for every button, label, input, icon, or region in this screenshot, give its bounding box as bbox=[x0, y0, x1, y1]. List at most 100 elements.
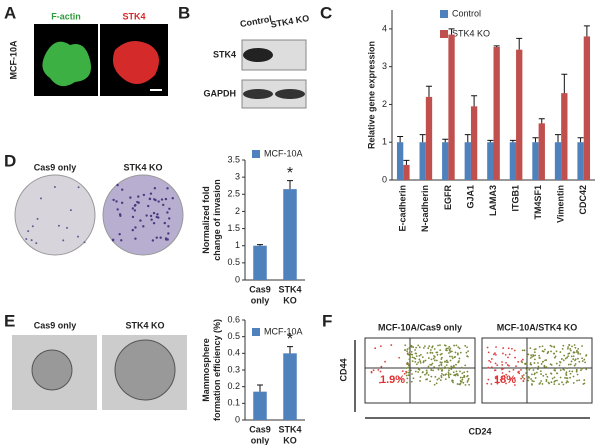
event-dot bbox=[538, 345, 541, 348]
event-dot bbox=[541, 383, 544, 385]
event-dot bbox=[435, 382, 438, 385]
event-dot bbox=[523, 377, 526, 380]
event-dot bbox=[436, 353, 439, 356]
event-dot bbox=[529, 347, 532, 350]
stain-dot bbox=[142, 193, 146, 197]
event-dot bbox=[451, 355, 453, 358]
bar bbox=[396, 142, 404, 180]
error-bar bbox=[464, 134, 471, 143]
event-dot bbox=[541, 350, 544, 352]
event-dot bbox=[410, 345, 413, 348]
event-dot bbox=[430, 363, 433, 366]
event-dot bbox=[443, 344, 446, 347]
event-dot bbox=[496, 382, 499, 385]
event-dot bbox=[508, 370, 511, 373]
event-dot bbox=[414, 360, 417, 363]
event-dot bbox=[398, 377, 401, 379]
event-dot bbox=[526, 377, 529, 380]
event-dot bbox=[550, 381, 553, 384]
event-dot bbox=[379, 345, 382, 348]
event-dot bbox=[575, 351, 578, 353]
event-dot bbox=[517, 360, 520, 363]
event-dot bbox=[407, 374, 410, 377]
event-dot bbox=[495, 376, 497, 378]
event-dot bbox=[430, 358, 433, 361]
event-dot bbox=[547, 350, 550, 353]
event-dot bbox=[414, 352, 417, 355]
event-dot bbox=[493, 353, 495, 356]
stain-dot bbox=[66, 226, 69, 229]
event-dot bbox=[411, 356, 414, 359]
event-dot bbox=[443, 367, 446, 370]
event-dot bbox=[401, 370, 404, 373]
event-dot bbox=[406, 381, 408, 384]
event-dot bbox=[407, 353, 410, 356]
event-dot bbox=[513, 384, 516, 386]
event-dot bbox=[579, 353, 582, 355]
y-tick-label: 0.3 bbox=[227, 364, 240, 374]
y-axis-label: Mammosphere bbox=[201, 338, 211, 402]
plot-title: MCF-10A/STK4 KO bbox=[497, 322, 578, 332]
event-dot bbox=[422, 347, 425, 349]
bar bbox=[538, 123, 545, 180]
stain-dot bbox=[163, 221, 166, 225]
event-dot bbox=[566, 347, 569, 350]
event-dot bbox=[583, 379, 586, 381]
y-axis-label: formation efficiency (%) bbox=[212, 319, 222, 421]
event-dot bbox=[489, 361, 492, 363]
y-tick-label: 0.5 bbox=[227, 331, 240, 341]
stain-label: F-actin bbox=[51, 11, 81, 21]
event-dot bbox=[555, 350, 558, 353]
event-dot bbox=[449, 359, 452, 362]
event-dot bbox=[440, 361, 443, 364]
event-dot bbox=[432, 357, 435, 360]
panel-letter: B bbox=[178, 3, 190, 22]
event-dot bbox=[465, 351, 468, 354]
event-dot bbox=[585, 354, 588, 356]
event-dot bbox=[426, 352, 429, 354]
y-tick-label: 0 bbox=[235, 274, 240, 284]
blot-band bbox=[243, 89, 273, 99]
stain-dot bbox=[152, 221, 156, 225]
event-dot bbox=[578, 360, 581, 363]
event-dot bbox=[567, 355, 570, 357]
event-dot bbox=[518, 372, 521, 375]
event-dot bbox=[440, 352, 443, 355]
event-dot bbox=[456, 374, 459, 377]
event-dot bbox=[411, 373, 413, 375]
error-bar bbox=[287, 346, 293, 354]
event-dot bbox=[426, 378, 429, 381]
event-dot bbox=[569, 376, 572, 379]
error-bar bbox=[555, 134, 562, 143]
event-dot bbox=[450, 368, 453, 371]
event-dot bbox=[434, 375, 437, 378]
stain-dot bbox=[121, 188, 124, 191]
event-dot bbox=[407, 371, 410, 374]
y-tick-label: 1 bbox=[382, 137, 387, 147]
event-dot bbox=[419, 376, 422, 378]
stain-dot bbox=[162, 203, 165, 207]
event-dot bbox=[377, 369, 380, 371]
event-dot bbox=[553, 356, 556, 359]
event-dot bbox=[405, 370, 408, 373]
event-dot bbox=[431, 352, 434, 354]
axis-label: CD44 bbox=[338, 358, 348, 381]
event-dot bbox=[467, 379, 469, 382]
event-dot bbox=[501, 364, 504, 366]
row-label: STK4 bbox=[213, 49, 236, 59]
event-dot bbox=[461, 376, 464, 379]
event-dot bbox=[577, 348, 580, 350]
event-dot bbox=[427, 357, 430, 359]
event-dot bbox=[468, 383, 470, 386]
event-dot bbox=[512, 368, 515, 371]
event-dot bbox=[445, 359, 448, 362]
event-dot bbox=[421, 356, 424, 359]
event-dot bbox=[406, 350, 409, 353]
event-dot bbox=[502, 347, 505, 349]
event-dot bbox=[553, 346, 556, 349]
event-dot bbox=[451, 379, 454, 382]
significance: * bbox=[287, 165, 293, 182]
event-dot bbox=[466, 374, 469, 377]
event-dot bbox=[558, 364, 561, 367]
event-dot bbox=[419, 361, 422, 364]
